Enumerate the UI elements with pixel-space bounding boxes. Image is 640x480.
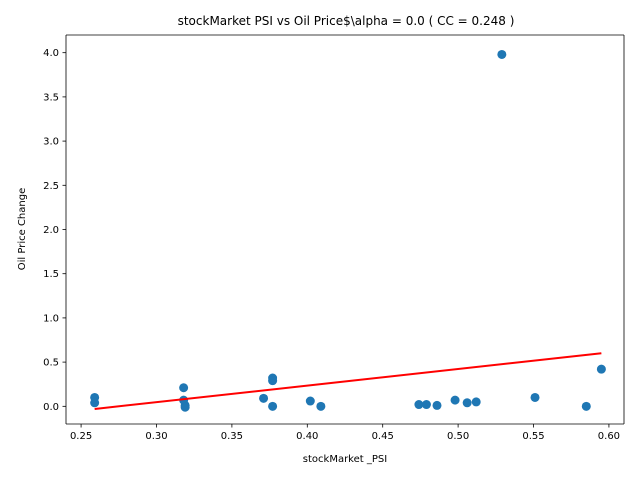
data-point: [450, 395, 460, 405]
data-point: [471, 397, 481, 407]
data-point: [530, 392, 540, 402]
chart-title: stockMarket PSI vs Oil Price$\alpha = 0.…: [178, 14, 515, 28]
data-point: [596, 364, 606, 374]
data-point: [421, 400, 431, 410]
x-tick-label: 0.45: [372, 431, 394, 442]
y-tick-label: 3.0: [43, 137, 59, 148]
regression-line: [94, 352, 602, 410]
x-tick-label: 0.25: [70, 431, 92, 442]
data-point: [90, 398, 100, 408]
data-point: [432, 400, 442, 410]
data-point: [316, 401, 326, 411]
x-axis-label: stockMarket _PSI: [303, 454, 387, 465]
x-tick-label: 0.60: [598, 431, 620, 442]
y-tick-label: 3.5: [43, 92, 59, 103]
data-point: [180, 402, 190, 412]
data-point: [414, 400, 424, 410]
y-tick-label: 0.0: [43, 402, 59, 413]
x-tick-label: 0.30: [145, 431, 167, 442]
y-tick-label: 1.0: [43, 313, 59, 324]
y-axis-label: Oil Price Change: [17, 188, 28, 270]
y-tick-label: 0.5: [43, 358, 59, 369]
data-point: [259, 393, 269, 403]
x-tick-label: 0.35: [221, 431, 243, 442]
y-tick-label: 2.5: [43, 181, 59, 192]
y-tick-label: 2.0: [43, 225, 59, 236]
data-point: [497, 49, 507, 59]
x-tick-label: 0.55: [522, 431, 544, 442]
y-tick-label: 4.0: [43, 48, 59, 59]
data-point: [305, 396, 315, 406]
data-point: [268, 401, 278, 411]
data-point: [268, 376, 278, 386]
x-tick-label: 0.50: [447, 431, 469, 442]
y-tick-label: 1.5: [43, 269, 59, 280]
x-tick-label: 0.40: [296, 431, 318, 442]
data-point: [179, 383, 189, 393]
data-point: [462, 398, 472, 408]
plot-area: [66, 35, 624, 424]
data-point: [581, 401, 591, 411]
